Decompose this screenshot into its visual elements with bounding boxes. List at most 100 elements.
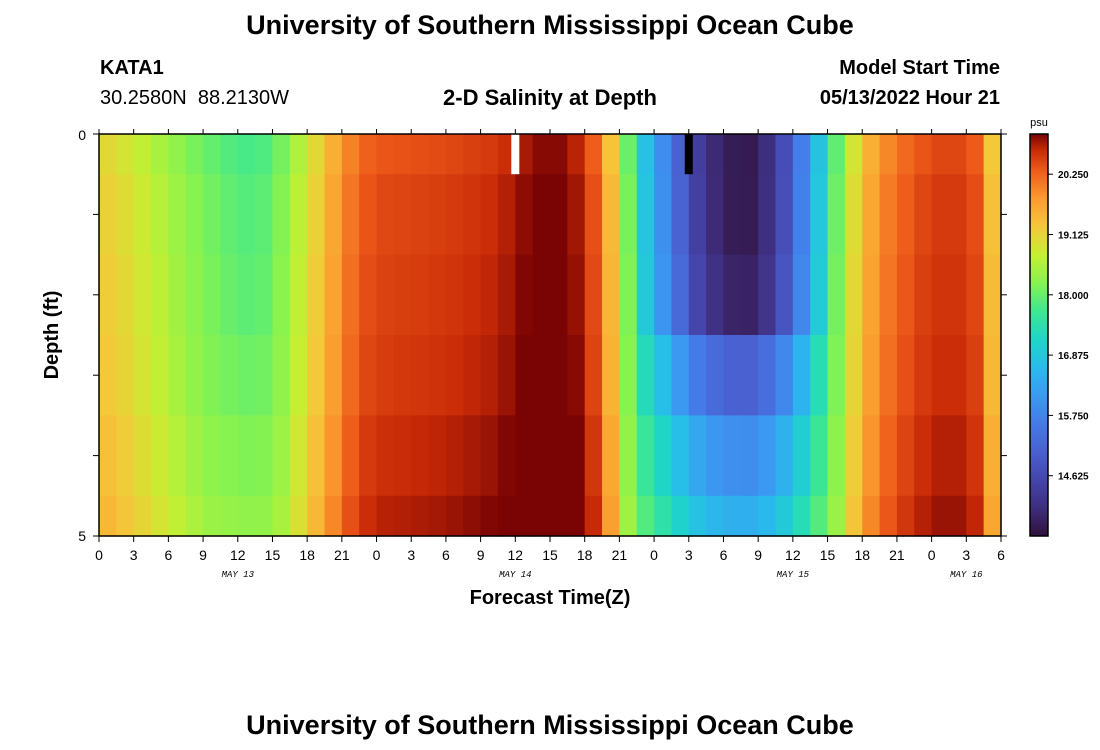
heat-cell (948, 254, 967, 336)
heat-cell (515, 134, 534, 175)
heat-cell (810, 335, 829, 416)
x-tick-label: 12 (508, 547, 524, 563)
heat-cell (411, 495, 430, 537)
heat-cell (411, 134, 430, 175)
heat-cell (133, 335, 152, 416)
x-tick-label: 0 (650, 547, 658, 563)
x-tick-label: 0 (928, 547, 936, 563)
heat-cell (307, 415, 326, 497)
heat-cell (966, 134, 985, 175)
colorbar-tick-label: 15.750 (1058, 411, 1089, 422)
heat-cell (220, 174, 239, 256)
y-axis-label: Depth (ft) (41, 291, 63, 380)
heat-cell (116, 415, 135, 497)
heat-cell (376, 254, 395, 336)
missing-data-marker (511, 134, 520, 175)
heat-cell (532, 335, 551, 416)
heat-cell (203, 174, 222, 256)
heat-cell (896, 254, 915, 336)
heat-cell (792, 335, 811, 416)
heat-cell (810, 134, 829, 175)
heat-cell (740, 495, 759, 537)
x-tick-label: 6 (997, 547, 1005, 563)
heat-cell (359, 254, 378, 336)
heat-cell (584, 134, 603, 175)
heat-cell (706, 415, 725, 497)
heat-cell (445, 134, 464, 175)
heat-cell (393, 495, 412, 537)
heat-cell (740, 335, 759, 416)
x-tick-label: 18 (299, 547, 315, 563)
page-title: University of Southern Mississippi Ocean… (246, 10, 854, 40)
heat-cell (497, 174, 516, 256)
heat-cell (879, 174, 898, 256)
month-label: MAY 16 (950, 570, 983, 580)
heat-cell (550, 415, 568, 497)
heat-cell (463, 495, 482, 537)
heat-cell (237, 415, 256, 497)
heat-cell (775, 495, 794, 537)
heat-cell (99, 495, 117, 537)
x-tick-label: 6 (164, 547, 172, 563)
heat-cell (983, 134, 1002, 175)
heat-cell (654, 415, 673, 497)
heat-cell (445, 415, 464, 497)
heat-cell (931, 335, 950, 416)
heat-cell (203, 335, 222, 416)
heat-cell (133, 254, 152, 336)
heat-cell (272, 174, 291, 256)
heat-cell (515, 495, 534, 537)
heat-cell (723, 174, 742, 256)
heat-cell (983, 495, 1002, 537)
heat-cell (584, 495, 603, 537)
colorbar-tick-label: 18.000 (1058, 291, 1089, 302)
heat-cell (168, 134, 187, 175)
heat-cell (480, 495, 499, 537)
heat-cell (688, 174, 707, 256)
heat-cell (654, 254, 673, 336)
x-tick-label: 6 (442, 547, 450, 563)
colorbar-tick-label: 20.250 (1058, 170, 1089, 181)
heat-cell (99, 335, 117, 416)
heat-cell (116, 495, 135, 537)
heat-cell (289, 415, 308, 497)
heat-cell (723, 134, 742, 175)
heat-cell (532, 254, 551, 336)
heat-cell (497, 254, 516, 336)
heat-cell (896, 415, 915, 497)
model-start-value: 05/13/2022 Hour 21 (819, 87, 1000, 109)
heat-cell (879, 415, 898, 497)
heat-cell (636, 174, 655, 256)
heat-cell (307, 495, 326, 537)
heat-cell (671, 254, 690, 336)
heat-cell (220, 254, 239, 336)
model-start-label: Model Start Time (839, 57, 1000, 79)
heat-cell (376, 174, 395, 256)
heat-cell (341, 415, 360, 497)
heat-cell (341, 335, 360, 416)
colorbar-gradient (1029, 133, 1049, 537)
heat-cell (914, 335, 933, 416)
heat-cell (914, 495, 933, 537)
heat-cell (168, 415, 187, 497)
heat-cell (550, 174, 568, 256)
heat-cell (480, 174, 499, 256)
heat-cell (584, 174, 603, 256)
heat-cell (931, 174, 950, 256)
heat-cell (862, 415, 881, 497)
heat-cell (151, 335, 169, 416)
heat-cell (116, 174, 135, 256)
heat-cell (480, 335, 499, 416)
heat-cell (914, 415, 933, 497)
heat-cell (688, 254, 707, 336)
heat-cell (359, 174, 378, 256)
month-label: MAY 13 (221, 570, 254, 580)
y-tick-label-top: 0 (78, 127, 86, 143)
x-axis-label: Forecast Time(Z) (470, 587, 631, 609)
heat-cell (740, 254, 759, 336)
heat-cell (775, 134, 794, 175)
heat-cell (497, 495, 516, 537)
heat-cell (203, 134, 222, 175)
heat-cell (116, 254, 135, 336)
heat-cell (550, 495, 568, 537)
